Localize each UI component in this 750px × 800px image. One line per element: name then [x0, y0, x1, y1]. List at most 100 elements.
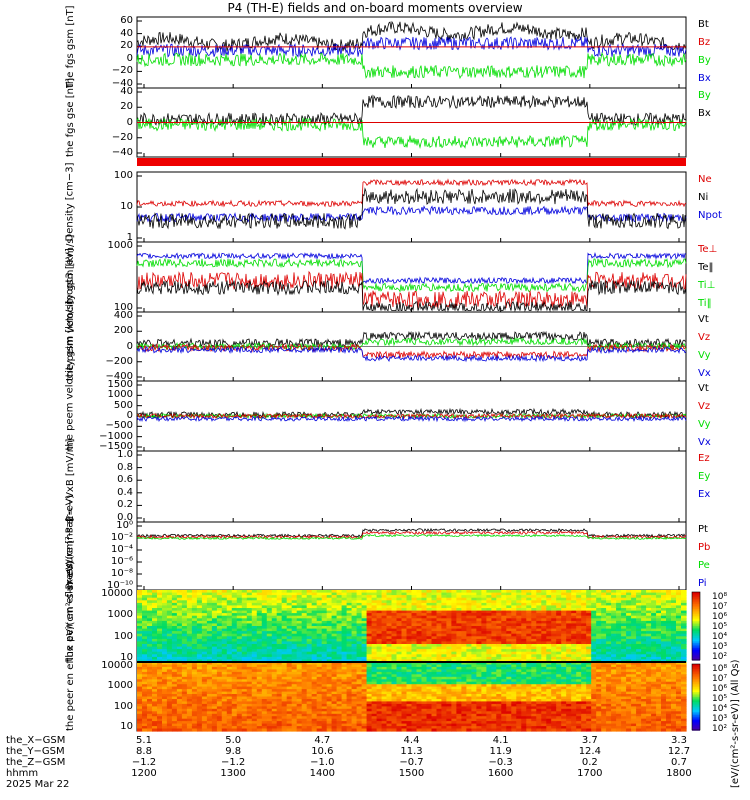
y-tick-label: 100	[113, 630, 133, 642]
legend-vi-2: Vy	[698, 350, 711, 361]
series-By	[136, 52, 687, 80]
x-tick-value: 0.2	[581, 757, 598, 768]
x-tick-value: 5.0	[225, 735, 242, 746]
panel-ylabel-fgs2: the fgs gse [nT]	[64, 77, 76, 157]
legend-ve-3: Vx	[698, 437, 711, 448]
series-Bt	[136, 20, 687, 52]
x-tick-value: 9.8	[225, 746, 242, 757]
y-tick-label: 100	[113, 700, 133, 712]
x-tick-value: −0.3	[488, 757, 513, 768]
y-tick-label: −20	[111, 131, 133, 143]
series-Bx	[136, 36, 687, 58]
legend-temp-0: Te⊥	[698, 244, 718, 255]
y-tick-label: −500	[105, 420, 133, 432]
y-tick-label: 10⁰	[116, 520, 133, 531]
y-tick-label: 200	[113, 325, 133, 337]
legend-pres-1: Pb	[698, 542, 711, 553]
x-tick-value: 4.7	[314, 735, 331, 746]
x-tick-value: 5.1	[136, 735, 152, 746]
y-tick-label: 10⁻²	[110, 532, 133, 543]
colorbar-tick: 10⁵	[712, 694, 728, 704]
series-Te-trace	[136, 279, 687, 313]
panel-frame-efld	[136, 450, 687, 523]
panel-ylabel-fgs1: the fgs gsm [nT]	[64, 4, 76, 88]
y-tick-label: 20	[120, 40, 133, 52]
legend-ve-1: Vz	[698, 401, 711, 412]
legend-fgs2-1: Bx	[698, 108, 711, 119]
y-tick-label: 0.2	[117, 499, 133, 511]
legend-efld-0: Ez	[698, 453, 710, 464]
series-Ni	[136, 187, 687, 230]
colorbar-tick: 10⁶	[712, 684, 728, 694]
ion-spectrogram	[137, 590, 687, 663]
x-tick-value: −1.2	[131, 757, 157, 768]
x-tick-value: 3.7	[581, 735, 598, 746]
colorbar-tick: 10⁵	[712, 622, 728, 632]
x-tick-value: 1200	[131, 768, 157, 779]
legend-fgs1-1: Bz	[698, 37, 711, 48]
y-tick-label: −400	[105, 371, 133, 382]
legend-pres-0: Pt	[698, 524, 708, 535]
series-Vz	[136, 342, 687, 360]
series-Vz-e	[136, 412, 687, 420]
y-tick-label: 10	[120, 201, 133, 212]
x-tick-value: 1600	[487, 768, 514, 779]
legend-fgs2-0: By	[698, 90, 711, 101]
y-tick-label: 0.4	[117, 486, 133, 498]
x-tick-value: 4.4	[403, 735, 420, 746]
y-tick-label: 100	[113, 302, 133, 313]
series-Pt	[136, 527, 687, 538]
y-tick-label: −40	[111, 147, 133, 158]
x-tick-value: 12.7	[667, 746, 691, 757]
x-date-label: 2025 Mar 22	[6, 779, 70, 790]
series-Npot	[136, 205, 687, 223]
legend-vi-1: Vz	[698, 332, 711, 343]
legend-temp-3: Ti‖	[698, 298, 712, 309]
y-tick-label: 20	[120, 101, 133, 113]
series-Vt-e	[136, 407, 687, 419]
series-Pe	[136, 533, 687, 541]
colorbar-electron	[691, 663, 701, 731]
y-tick-label: 1500	[107, 379, 133, 390]
y-tick-label: 10⁻⁸	[110, 568, 133, 579]
colorbar-label: [eV/(cm²-s-sr-eV)] (All Qs)	[700, 590, 750, 790]
colorbar-tick: 10³	[712, 642, 728, 652]
x-tick-value: 3.3	[671, 735, 687, 746]
panel-frame-dens	[136, 171, 687, 243]
series-Te-perp	[136, 270, 687, 309]
y-tick-label: −1000	[99, 430, 133, 442]
colorbar-label-text: [eV/(cm²-s-sr-eV)] (All Qs)	[730, 659, 741, 788]
legend-fgs1-2: By	[698, 55, 711, 66]
y-tick-label: 1000	[107, 240, 133, 251]
y-tick-label: 10⁻⁶	[110, 556, 133, 567]
colorbar-ion	[691, 591, 701, 661]
x-tick-value: 1500	[398, 768, 425, 779]
series-Bx-gse	[136, 94, 687, 127]
legend-fgs1-3: Bx	[698, 73, 711, 84]
y-tick-label: 0	[126, 52, 133, 64]
y-tick-label: 10	[120, 721, 133, 732]
y-tick-label: 0	[126, 116, 133, 128]
x-tick-value: 11.9	[489, 746, 512, 757]
legend-dens-0: Ne	[698, 174, 712, 185]
x-tick-value: 12.4	[578, 746, 601, 757]
y-tick-label: 10⁻¹⁰	[106, 580, 133, 591]
y-tick-label: 60	[120, 15, 133, 26]
y-tick-label: −1500	[99, 441, 133, 452]
y-tick-label: 10⁻⁴	[110, 544, 133, 555]
y-tick-label: 40	[120, 27, 133, 39]
y-tick-label: 10	[120, 652, 133, 663]
legend-temp-2: Ti⊥	[698, 280, 716, 291]
y-tick-label: 100	[113, 170, 133, 181]
legend-dens-1: Ni	[698, 192, 709, 203]
colorbar-tick: 10⁸	[712, 592, 728, 602]
legend-ve-0: Vt	[698, 383, 709, 394]
colorbar-tick: 10⁴	[712, 704, 728, 714]
legend-efld-1: Ey	[698, 471, 711, 482]
y-tick-label: 400	[113, 310, 133, 321]
y-tick-label: 1000	[107, 389, 133, 401]
colorbar-tick: 10³	[712, 714, 728, 724]
x-tick-value: −1.0	[310, 757, 335, 768]
y-tick-label: 40	[120, 86, 133, 97]
y-tick-label: −40	[111, 78, 133, 89]
